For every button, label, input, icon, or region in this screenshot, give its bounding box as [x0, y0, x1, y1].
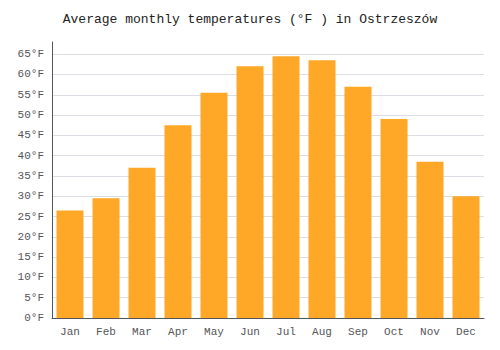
svg-text:25°F: 25°F: [18, 211, 44, 223]
svg-text:50°F: 50°F: [18, 109, 44, 121]
svg-text:20°F: 20°F: [18, 231, 44, 243]
svg-text:5°F: 5°F: [24, 292, 44, 304]
svg-text:Jan: Jan: [60, 326, 80, 338]
svg-text:15°F: 15°F: [18, 251, 44, 263]
svg-text:Feb: Feb: [96, 326, 116, 338]
svg-text:65°F: 65°F: [18, 48, 44, 60]
svg-text:Aug: Aug: [312, 326, 332, 338]
svg-text:Average monthly temperatures (: Average monthly temperatures (°F ) in Os…: [63, 12, 438, 27]
svg-text:Nov: Nov: [420, 326, 440, 338]
svg-text:Sep: Sep: [348, 326, 368, 338]
svg-text:May: May: [204, 326, 224, 338]
svg-text:10°F: 10°F: [18, 271, 44, 283]
svg-text:40°F: 40°F: [18, 150, 44, 162]
svg-text:45°F: 45°F: [18, 129, 44, 141]
svg-text:35°F: 35°F: [18, 170, 44, 182]
svg-text:Apr: Apr: [168, 326, 188, 338]
svg-text:60°F: 60°F: [18, 68, 44, 80]
svg-text:Mar: Mar: [132, 326, 152, 338]
svg-text:30°F: 30°F: [18, 190, 44, 202]
svg-text:55°F: 55°F: [18, 89, 44, 101]
svg-text:0°F: 0°F: [24, 312, 44, 324]
svg-text:Jul: Jul: [276, 326, 296, 338]
svg-text:Dec: Dec: [456, 326, 476, 338]
svg-text:Jun: Jun: [240, 326, 260, 338]
svg-text:Oct: Oct: [384, 326, 404, 338]
